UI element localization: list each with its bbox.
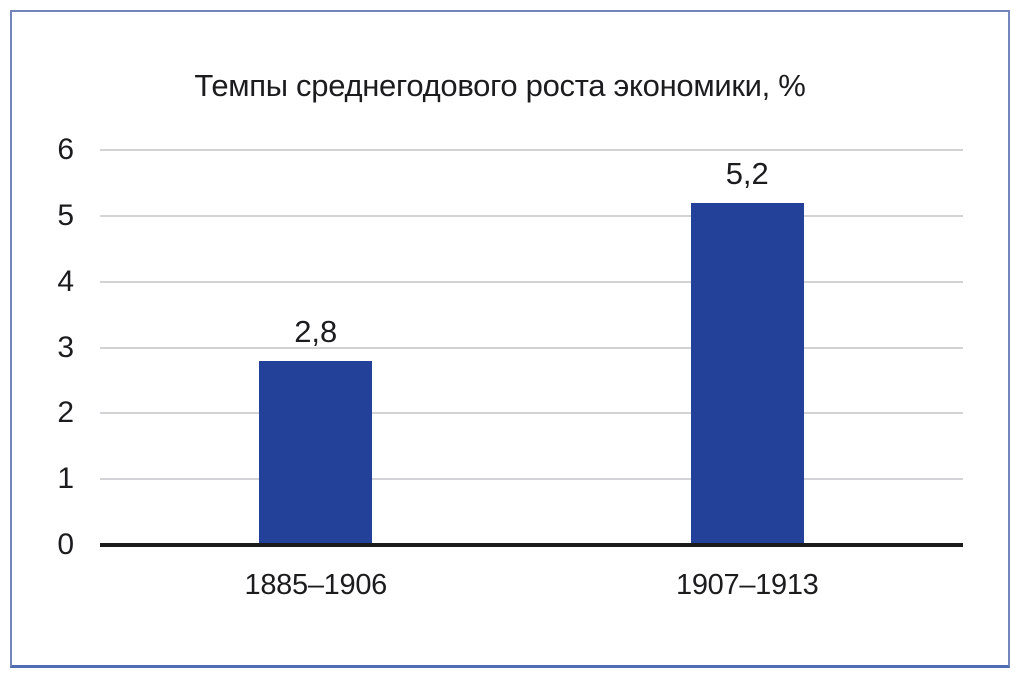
gridline-4 — [100, 280, 963, 283]
plot-area: 0 1 2 3 4 5 6 2,8 1885–1906 5,2 1907–1913 — [57, 134, 963, 601]
y-tick-label-4: 4 — [57, 264, 74, 298]
y-tick-label-1: 1 — [57, 462, 74, 496]
y-tick-label-0: 0 — [57, 528, 74, 561]
y-tick-label-6: 6 — [57, 133, 74, 166]
gridline-1 — [100, 478, 963, 481]
x-category-label-1: 1885–1906 — [244, 569, 388, 601]
x-axis-line — [100, 543, 963, 547]
x-category-label-2: 1907–1913 — [676, 569, 819, 601]
bar-value-label-2: 5,2 — [725, 155, 769, 191]
bar-2 — [690, 202, 804, 545]
gridline-2 — [100, 412, 963, 415]
y-tick-label-5: 5 — [57, 198, 74, 232]
gridline-5 — [100, 214, 963, 217]
bar-1 — [259, 360, 373, 545]
y-tick-label-2: 2 — [57, 396, 74, 430]
gridline-3 — [100, 346, 963, 349]
bar-value-label-1: 2,8 — [294, 313, 338, 349]
y-tick-label-3: 3 — [57, 330, 74, 364]
chart-title: Темпы среднегодового роста экономики, % — [194, 68, 806, 103]
gridline-6 — [100, 149, 963, 151]
